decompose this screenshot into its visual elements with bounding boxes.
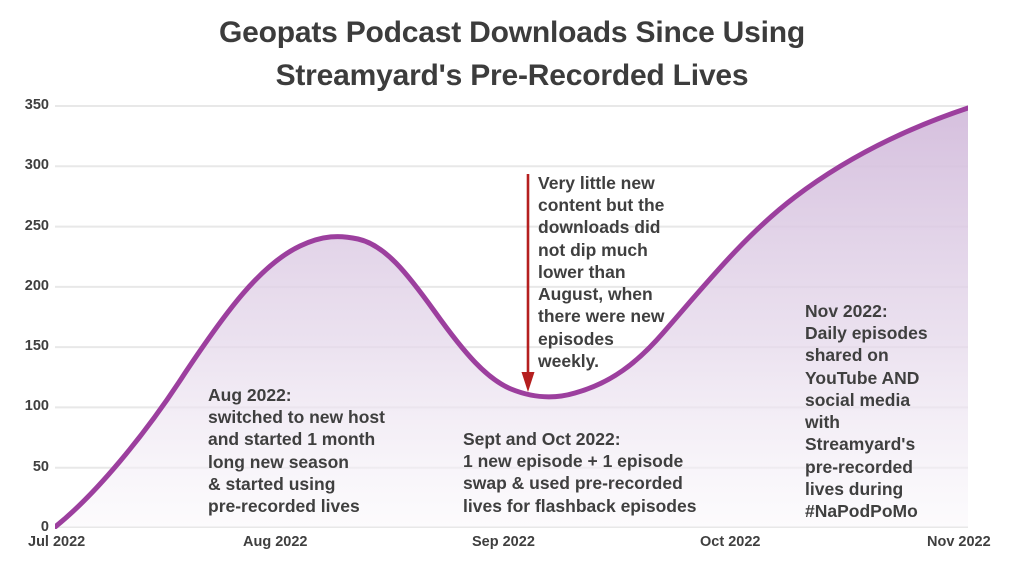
- x-tick-sep-2022: Sep 2022: [472, 534, 535, 550]
- y-tick-0: 0: [40, 519, 49, 535]
- annotation-sept-oct-2022: Sept and Oct 2022: 1 new episode + 1 epi…: [463, 429, 697, 516]
- annotation-aug-2022: Aug 2022: switched to new host and start…: [208, 385, 385, 517]
- area-fill: [55, 108, 968, 527]
- x-tick-aug-2022: Aug 2022: [243, 534, 308, 550]
- x-tick-jul-2022: Jul 2022: [28, 534, 86, 550]
- x-axis: Jul 2022 Aug 2022 Sep 2022 Oct 2022 Nov …: [0, 534, 1024, 560]
- series-line: [55, 105, 968, 529]
- x-tick-nov-2022: Nov 2022: [927, 534, 991, 550]
- series-line-chart: [55, 105, 968, 529]
- y-tick-250: 250: [24, 217, 49, 234]
- page-title: Geopats Podcast Downloads Since Using St…: [218, 16, 806, 92]
- plot-area: [55, 105, 968, 529]
- x-tick-oct-2022: Oct 2022: [700, 534, 761, 550]
- y-tick-300: 300: [24, 157, 49, 174]
- y-tick-200: 200: [24, 277, 49, 294]
- y-tick-100: 100: [24, 398, 49, 415]
- y-axis: 350 300 250 200 150 100 50 0: [0, 97, 49, 535]
- y-tick-50: 50: [32, 458, 49, 475]
- annotation-dip-note: Very little new content but the download…: [538, 173, 665, 371]
- y-tick-350: 350: [24, 97, 49, 113]
- annotation-nov-2022: Nov 2022: Daily episodes shared on YouTu…: [805, 301, 928, 521]
- y-tick-150: 150: [24, 338, 49, 355]
